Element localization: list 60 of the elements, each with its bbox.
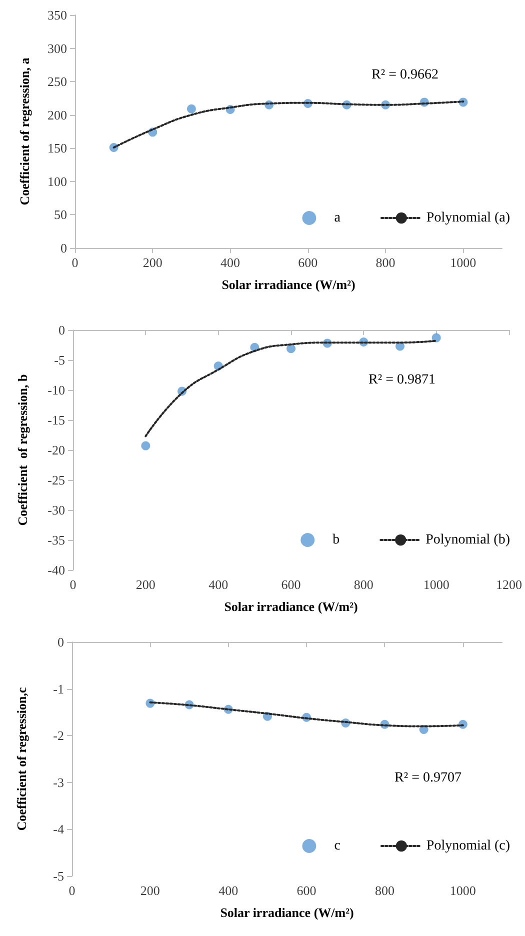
point bbox=[432, 333, 441, 342]
x-tick-label: 400 bbox=[208, 577, 228, 592]
x-tick-label: 800 bbox=[354, 577, 374, 592]
x-tick-label: 200 bbox=[136, 577, 156, 592]
y-tick-label: 0 bbox=[58, 322, 65, 338]
y-tick-label: -5 bbox=[53, 868, 64, 884]
x-tick-label: 800 bbox=[376, 255, 396, 270]
x-tick-label: 200 bbox=[142, 255, 162, 270]
point bbox=[186, 104, 196, 114]
y-tick-label: -40 bbox=[48, 562, 65, 578]
y-tick-label: 0 bbox=[60, 240, 67, 256]
y-tick-label: -35 bbox=[48, 532, 65, 548]
legend-label: Polynomial (b) bbox=[426, 532, 510, 548]
y-tick-label: -10 bbox=[48, 382, 65, 398]
annotation: R² = 0.9871 bbox=[368, 372, 436, 388]
y-axis-title: Coefficient of regression, b bbox=[15, 374, 30, 526]
x-tick-label: 600 bbox=[296, 883, 316, 898]
y-tick-label: -25 bbox=[48, 472, 65, 488]
y-tick-label: -30 bbox=[48, 502, 65, 518]
y-tick-label: 300 bbox=[48, 40, 67, 56]
x-axis-title: Solar irradiance (W/m²) bbox=[220, 905, 354, 920]
y-tick-label: -20 bbox=[48, 442, 65, 458]
x-tick-label: 200 bbox=[140, 883, 160, 898]
y-tick-label: -5 bbox=[54, 352, 65, 368]
x-tick-label: 1000 bbox=[450, 255, 476, 270]
x-tick-label: 0 bbox=[70, 577, 76, 592]
x-tick-label: 1200 bbox=[496, 577, 522, 592]
y-tick-label: 50 bbox=[54, 207, 67, 222]
y-tick-label: -4 bbox=[53, 822, 64, 837]
x-tick-label: 1000 bbox=[423, 577, 450, 592]
x-axis-title: Solar irradiance (W/m²) bbox=[222, 277, 356, 292]
y-tick-label: -3 bbox=[53, 774, 64, 790]
y-tick-label: 200 bbox=[48, 107, 67, 122]
y-tick-label: -15 bbox=[48, 412, 65, 428]
x-axis-title: Solar irradiance (W/m²) bbox=[224, 599, 358, 614]
x-tick-label: 400 bbox=[218, 883, 238, 898]
y-axis-title: Coefficient of regression, a bbox=[17, 57, 32, 206]
y-tick-label: 150 bbox=[48, 140, 67, 156]
legend-label: b bbox=[332, 532, 340, 548]
point bbox=[141, 441, 150, 450]
y-tick-label: 350 bbox=[48, 8, 67, 22]
y-tick-label: -2 bbox=[53, 728, 64, 744]
x-tick-label: 800 bbox=[374, 883, 394, 898]
legend-label: a bbox=[334, 210, 342, 226]
legend-label: c bbox=[334, 838, 340, 854]
annotation: R² = 0.9662 bbox=[372, 68, 438, 82]
x-tick-label: 400 bbox=[220, 255, 240, 270]
x-tick-label: 600 bbox=[281, 577, 301, 592]
x-tick-label: 1000 bbox=[450, 883, 476, 898]
y-tick-label: 0 bbox=[58, 634, 64, 650]
y-tick-label: -1 bbox=[53, 681, 64, 696]
point bbox=[286, 344, 296, 354]
y-tick-label: 100 bbox=[48, 174, 67, 189]
y-tick-label: 250 bbox=[48, 74, 67, 90]
x-tick-label: 600 bbox=[298, 255, 318, 270]
x-tick-label: 0 bbox=[72, 255, 78, 270]
y-axis-title: Coefficient of regression,c bbox=[14, 686, 29, 831]
legend-label: Polynomial (a) bbox=[426, 210, 510, 226]
annotation: R² = 0.9707 bbox=[394, 770, 462, 786]
legend-label: Polynomial (c) bbox=[426, 838, 510, 854]
